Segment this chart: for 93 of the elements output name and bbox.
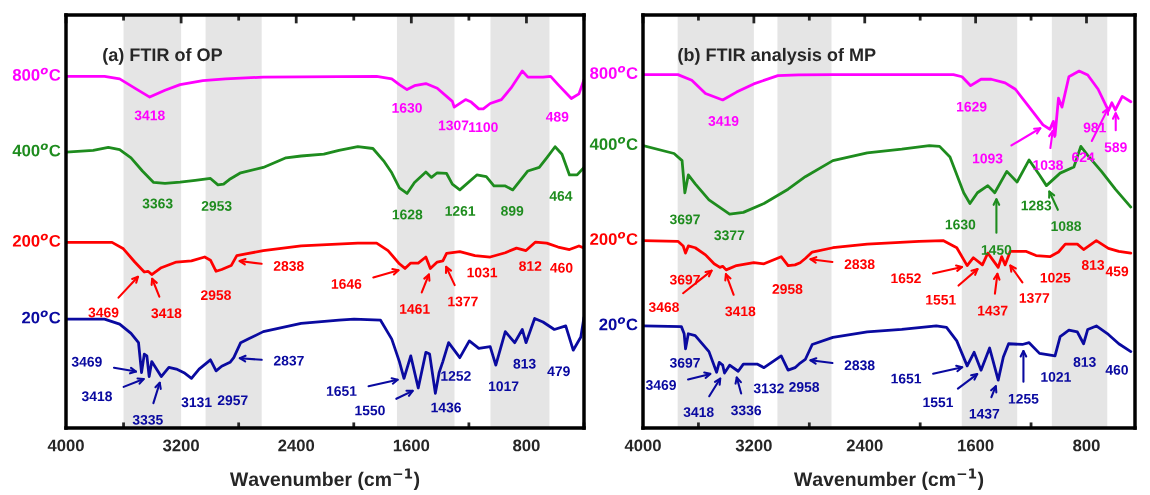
x-axis-title: Wavenumber (cm$^{−1}$): [229, 468, 420, 490]
annotation: 460: [1105, 364, 1128, 375]
annotation: 3469: [71, 356, 102, 367]
series-label: 200$^{o}$C: [12, 233, 61, 247]
x-tick-label: 1600: [393, 439, 430, 452]
annotation: 479: [547, 366, 570, 377]
annotation: 3418: [134, 110, 165, 121]
annotation: 3377: [714, 230, 745, 241]
annotation: 3468: [648, 302, 679, 313]
annotation: 459: [1105, 266, 1129, 277]
annotation: 460: [550, 262, 573, 273]
annotation: 1551: [926, 295, 956, 305]
x-axis-title: Wavenumber (cm$^{−1}$): [793, 468, 984, 490]
annotation: 1377: [448, 296, 478, 307]
annotation: 1100: [469, 122, 498, 133]
x-tick-label: 800: [1073, 439, 1100, 452]
annotation: 3418: [151, 308, 182, 319]
series-label: 800$^{o}$C: [590, 65, 638, 79]
annotation: 1255: [1008, 393, 1039, 404]
series-label: 400$^{o}$C: [589, 136, 638, 151]
annotation: 1252: [441, 371, 471, 381]
chart-title: (a) FTIR of OP: [103, 47, 222, 65]
annotation: 2957: [217, 395, 248, 406]
annotation: 3131: [181, 397, 212, 408]
annotation: 1031: [467, 267, 498, 278]
annotation: 2958: [772, 284, 803, 294]
annotation: 464: [549, 191, 573, 201]
annotation: 1283: [1021, 200, 1052, 211]
annotation: 1630: [392, 102, 422, 113]
annotation: 3697: [669, 214, 700, 225]
annotation: 1461: [400, 304, 430, 314]
series-label: 20$^{o}$C: [599, 317, 638, 331]
annotation: 1088: [1051, 221, 1082, 232]
annotation: 1261: [445, 206, 476, 216]
x-tick-label: 2400: [846, 439, 883, 452]
annotation: 1630: [945, 219, 976, 230]
annotation: 3336: [731, 405, 762, 416]
annotation: 1646: [331, 279, 362, 289]
annotation: 2838: [273, 261, 304, 271]
annotation: 1093: [972, 153, 1003, 164]
x-tick-label: 3200: [162, 439, 199, 452]
annotation: 1377: [1019, 293, 1050, 303]
annotation: 3697: [669, 357, 700, 368]
annotation: 2953: [201, 201, 232, 211]
annotation: 3469: [88, 307, 119, 318]
annotation: 489: [545, 111, 569, 122]
annotation: 1436: [431, 402, 461, 413]
annotation: 2838: [844, 360, 875, 371]
annotation: 2837: [273, 355, 304, 366]
annotation: 1652: [891, 273, 921, 284]
annotation: 2958: [789, 382, 820, 392]
x-tick-label: 2400: [278, 439, 315, 452]
annotation: 3418: [81, 391, 112, 402]
x-tick-label: 3200: [735, 439, 772, 452]
annotation: 3335: [132, 414, 163, 425]
annotation: 1437: [969, 408, 1000, 419]
annotation: 3418: [725, 306, 756, 317]
annotation: 1437: [978, 305, 1008, 316]
x-tick-label: 800: [513, 439, 540, 452]
annotation: 813: [1081, 260, 1105, 270]
annotation: 3132: [753, 383, 784, 394]
annotation: 899: [501, 206, 524, 216]
annotation: 3469: [645, 380, 676, 390]
annotation: 1651: [326, 386, 357, 396]
annotation: 812: [519, 261, 542, 271]
annotation: 1651: [891, 373, 922, 384]
annotation: 813: [1073, 357, 1096, 367]
series-label: 800$^{o}$C: [12, 67, 61, 81]
annotation: 2958: [200, 290, 231, 301]
annotation: 3363: [142, 198, 173, 209]
annotation: 3418: [683, 407, 714, 418]
annotation: 1550: [355, 405, 385, 416]
annotation: 589: [1104, 142, 1127, 153]
annotation: 1038: [1033, 160, 1063, 170]
annotation: 1450: [981, 244, 1012, 255]
annotation: 1017: [488, 381, 519, 392]
series-label: 20$^{o}$C: [22, 310, 61, 324]
annotation: 1629: [957, 101, 987, 112]
annotation: 3419: [708, 116, 739, 126]
annotation: 1025: [1040, 272, 1071, 283]
series-label: 200$^{o}$C: [590, 231, 638, 245]
chart-title: (b) FTIR analysis of MP: [678, 47, 876, 65]
annotation: 3697: [669, 274, 700, 285]
series-label: 400$^{o}$C: [12, 143, 61, 157]
annotation: 2838: [844, 259, 875, 270]
x-tick-label: 4000: [624, 439, 661, 452]
annotation: 1021: [1041, 372, 1071, 382]
annotation: 1628: [392, 209, 423, 220]
annotation: 1307: [438, 120, 469, 131]
annotation: 813: [513, 358, 536, 369]
x-tick-label: 1600: [958, 439, 994, 452]
annotation: 1551: [923, 397, 954, 408]
x-tick-label: 4000: [47, 439, 84, 452]
